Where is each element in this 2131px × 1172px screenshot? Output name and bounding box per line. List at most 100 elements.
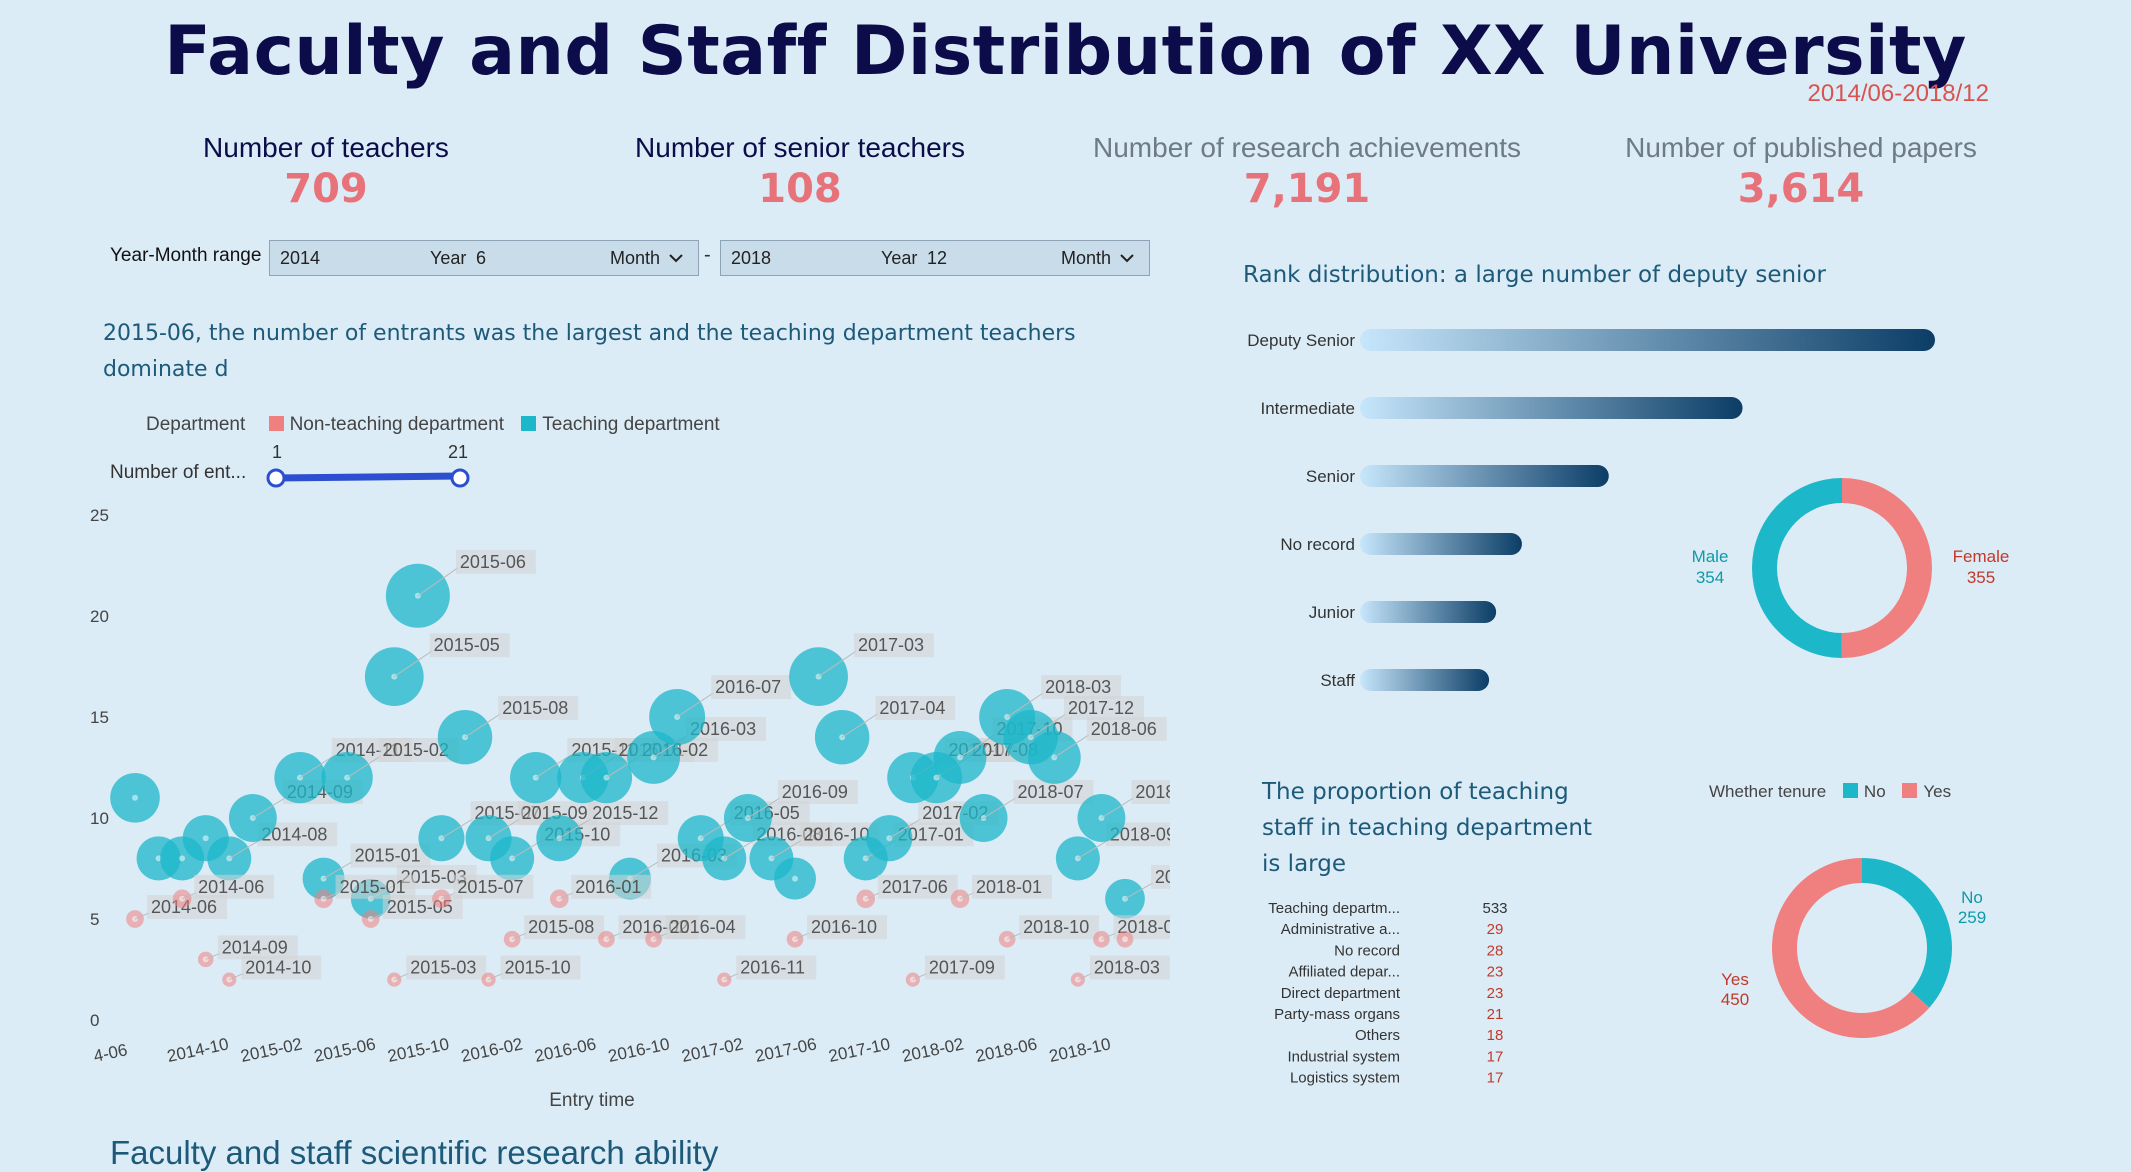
table-row-label: Teaching departm... [1268,900,1400,917]
label-bg [877,874,958,899]
data-label: 2016-03 [690,719,756,739]
rank-bar[interactable] [1360,397,1743,419]
label-leader [1054,734,1090,758]
start-date-picker[interactable]: 2014 Year 6 Month [269,240,699,276]
tenure-no-slice[interactable] [1862,858,1952,1008]
label-leader [794,932,810,940]
table-row-value: 533 [1482,900,1507,917]
label-bg [571,874,652,899]
tenure-no-value: 259 [1958,908,1986,927]
label-bg [924,955,1005,980]
size-range-slider[interactable]: 1 21 [260,440,480,490]
legend-yes[interactable]: Yes [1923,782,1952,801]
label-leader [841,713,878,738]
data-label: 2014-08 [261,824,327,844]
label-leader [724,839,755,859]
label-bg [1013,780,1094,805]
y-tick-label: 0 [90,1011,99,1030]
point-center [179,855,186,862]
x-tick-label: 2017-06 [753,1034,818,1066]
chevron-down-icon[interactable] [1119,252,1135,264]
label-bg [1019,915,1100,940]
data-label: 2018-06 [1091,719,1157,739]
rank-bar[interactable] [1360,465,1609,487]
legend-no[interactable]: No [1863,782,1886,801]
male-value: 354 [1696,568,1724,587]
data-label: 2017-09 [929,958,995,978]
x-tick-label: 2014-10 [165,1034,230,1066]
rank-chart-title: Rank distribution: a large number of dep… [1243,262,1826,288]
label-leader [747,797,781,819]
data-label: 2016-09 [782,782,848,802]
data-label: 2018-07 [1018,782,1084,802]
label-leader [370,912,385,920]
data-label: 2015-01 [340,877,406,897]
table-row-value: 29 [1487,921,1504,938]
female-label: Female [1953,547,2010,566]
label-leader [229,973,244,981]
end-date-picker[interactable]: 2018 Year 12 Month [720,240,1150,276]
rank-bar[interactable] [1360,329,1935,351]
point-center [320,895,327,902]
point-center [179,895,186,902]
data-label: 2016-01 [575,877,641,897]
size-range-max-handle[interactable] [450,468,470,488]
research-ability-title: Faculty and staff scientific research ab… [110,1134,719,1171]
point-center [650,754,657,761]
legend-non-teaching[interactable]: Non-teaching department [289,414,504,435]
data-label: 2014-09 [222,937,288,957]
data-label: 2015-10 [505,958,571,978]
date-range-label: 2014/06-2018/12 [1807,80,1990,107]
female-slice[interactable] [1841,478,1932,658]
label-bg [498,695,579,720]
label-bg [665,915,746,940]
rank-bar[interactable] [1360,669,1490,691]
label-leader [488,818,520,839]
point-center [226,855,233,862]
teaching-dept-title: The proportion of teaching staff in teac… [1262,779,1592,877]
x-tick-label: 2015-06 [312,1034,377,1066]
male-slice[interactable] [1751,478,1842,658]
point-center [862,855,869,862]
label-leader [511,932,527,940]
label-bg [429,633,510,658]
legend-swatch-no[interactable] [1842,783,1858,798]
label-bg [588,801,669,826]
label-leader [724,973,739,981]
x-tick-label: 2018-10 [1047,1034,1112,1066]
tenure-yes-label: Yes [1721,970,1749,989]
size-range-track [272,472,464,482]
label-bg [777,780,858,805]
data-label: 2015-02 [383,740,449,760]
size-range-min-handle[interactable] [266,468,286,488]
label-leader [889,818,921,839]
data-label: 2016-04 [670,917,736,937]
label-bg [875,695,956,720]
kpi-teachers-value: 709 [284,166,368,212]
table-row-label: Industrial system [1287,1048,1400,1065]
label-bg [241,955,322,980]
data-label: 2017-06 [882,877,948,897]
label-leader [959,734,995,758]
legend-swatch-teaching[interactable] [521,416,537,431]
y-tick-label: 10 [90,809,109,828]
table-row-label: No record [1334,942,1400,959]
table-row-value: 28 [1487,942,1504,959]
rank-bar[interactable] [1360,601,1497,623]
rank-bar[interactable] [1360,533,1522,555]
data-label: 2017-01 [898,824,964,844]
data-label: 2015-09 [522,803,588,823]
legend-swatch-yes[interactable] [1902,783,1918,798]
label-leader [394,973,409,981]
legend-teaching[interactable]: Teaching department [542,414,720,435]
point-center [839,734,846,741]
legend-swatch-non-teaching[interactable] [268,416,284,431]
data-label: 2018-09 [1110,824,1170,844]
chevron-down-icon[interactable] [668,252,684,264]
label-leader [205,952,220,960]
tenure-yes-slice[interactable] [1772,858,1930,1038]
label-leader [818,650,857,678]
label-leader [606,932,621,940]
label-bg [1086,716,1167,741]
